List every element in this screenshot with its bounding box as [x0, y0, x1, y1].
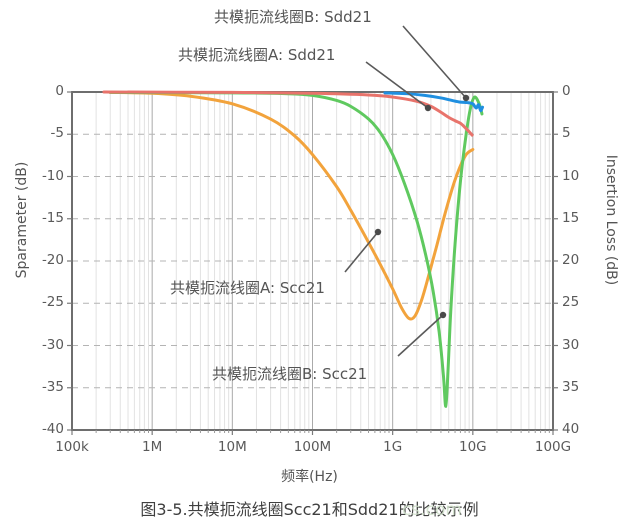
series-line-3	[102, 90, 474, 137]
x-axis-tick: 1M	[142, 439, 163, 455]
y-axis-right-tick: 0	[562, 83, 571, 99]
x-axis-tick: 10M	[217, 439, 247, 455]
y-axis-left-tick: -30	[41, 336, 64, 353]
y-axis-left-tick: -35	[41, 378, 64, 395]
figure-caption: 图3-5.共模扼流线圈Scc21和Sdd21的比较示例	[140, 500, 479, 519]
y-axis-right-tick: 10	[562, 167, 580, 184]
leader-dot-2	[424, 104, 432, 112]
leader-line-4	[397, 314, 444, 357]
leader-dot-1	[462, 94, 470, 102]
leader-dot-4	[439, 311, 447, 319]
y-axis-right-tick: 5	[562, 125, 571, 142]
y-axis-left-tick: 0	[55, 83, 64, 99]
axis-tick-marks	[67, 91, 558, 435]
y-axis-right-tick: 20	[562, 252, 580, 268]
y-axis-left-tick: -20	[41, 252, 64, 268]
series-line-2	[108, 90, 484, 408]
leader-dot-3	[374, 228, 382, 236]
y-axis-left-tick: -15	[41, 209, 64, 226]
leader-line-2	[365, 61, 429, 109]
y-axis-right-tick: 35	[562, 378, 580, 395]
series-annotation-1: 共模扼流线圈B: Sdd21	[214, 8, 372, 26]
y-axis-left-tick: -25	[41, 294, 64, 311]
x-axis-tick: 1G	[383, 439, 403, 455]
leader-line-1	[402, 25, 467, 99]
annotation-leader-lines	[344, 25, 470, 357]
x-axis-tick: 100M	[293, 439, 332, 455]
series-annotation-4: 共模扼流线圈B: Scc21	[212, 365, 368, 383]
y-axis-right-tick: 40	[562, 421, 580, 437]
y-axis-left-tick: -10	[41, 167, 64, 184]
x-axis-tick: 10G	[459, 439, 487, 455]
series-line-4	[383, 91, 484, 113]
leader-line-3	[344, 231, 379, 273]
series-annotation-2: 共模扼流线圈A: Sdd21	[178, 46, 336, 64]
x-axis-title: 频率(Hz)	[281, 469, 338, 485]
series-annotation-3: 共模扼流线圈A: Scc21	[170, 279, 325, 297]
y-axis-right-tick: 15	[562, 209, 580, 226]
series-line-1	[108, 90, 475, 321]
y-axis-right-tick: 30	[562, 336, 580, 353]
y-axis-right-tick: 25	[562, 294, 580, 311]
data-series-group	[102, 90, 484, 408]
y-axis-left-tick: -5	[50, 125, 64, 142]
x-axis-tick: 100k	[55, 439, 89, 455]
y-axis-left-tick: -40	[41, 421, 64, 437]
x-axis-tick: 100G	[534, 439, 572, 455]
